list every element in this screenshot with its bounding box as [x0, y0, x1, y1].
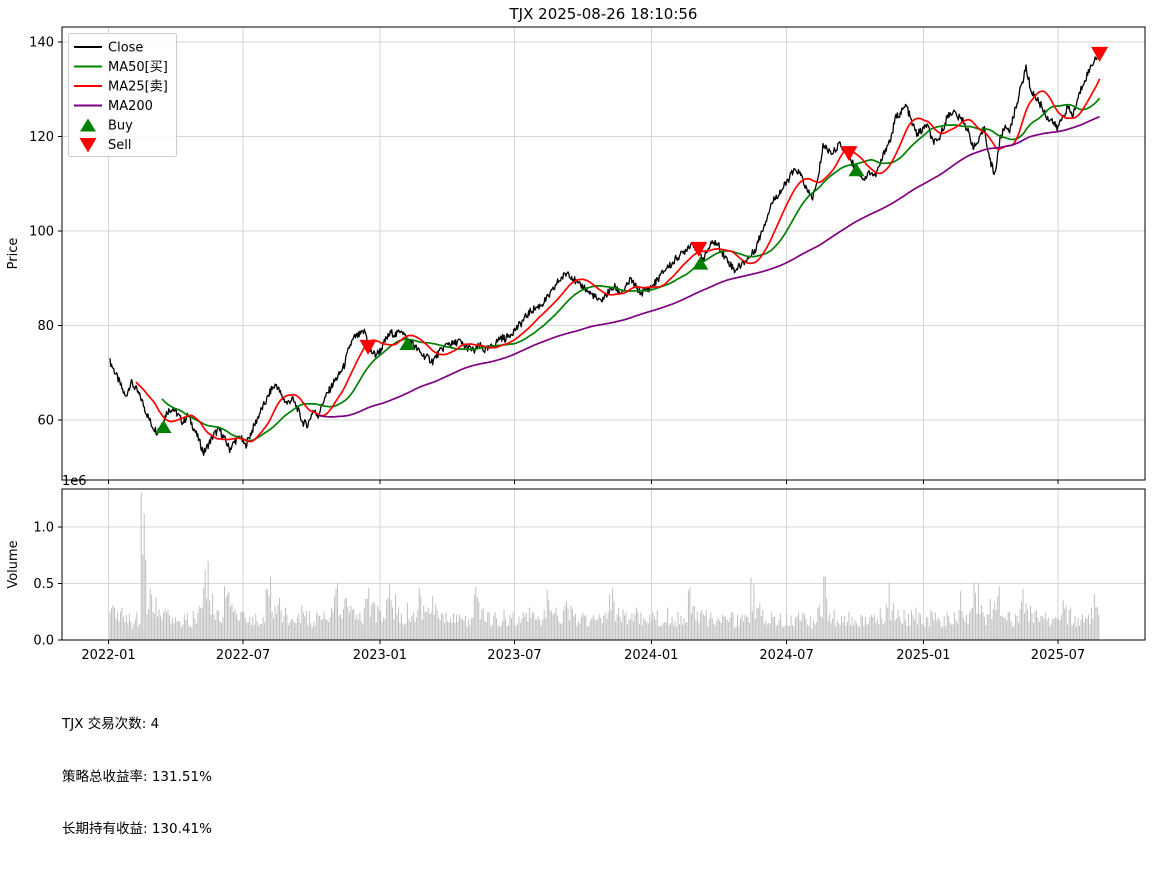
price-tick-label: 100	[29, 225, 54, 240]
legend: Close MA50[买] MA25[卖] MA200 Buy Sell	[68, 33, 177, 157]
x-tick-label: 2025-01	[896, 648, 950, 663]
x-tick-label: 2022-07	[216, 648, 270, 663]
x-tick-label: 2024-07	[759, 648, 813, 663]
legend-label: Sell	[108, 138, 131, 153]
legend-label: MA25[卖]	[108, 80, 168, 95]
price-tick-label: 140	[29, 36, 54, 51]
legend-buy-icon	[80, 118, 96, 132]
price-tick-label: 60	[37, 414, 54, 429]
sell-marker-icon	[690, 241, 708, 257]
gridlines	[62, 27, 1145, 641]
buy-marker-icon	[692, 256, 709, 270]
stats-buyhold-return: 长期持有收益: 130.41%	[62, 821, 212, 837]
x-tick-label: 2025-07	[1031, 648, 1085, 663]
sell-marker-icon	[1091, 46, 1109, 62]
price-axis-label: Price	[6, 238, 21, 270]
legend-label: MA200	[108, 99, 153, 114]
legend-label: MA50[买]	[108, 60, 168, 75]
x-tick-label: 2023-07	[487, 648, 541, 663]
sell-marker-icon	[359, 339, 377, 355]
sell-marker-icon	[840, 146, 858, 162]
stats-trades-count: TJX 交易次数: 4	[62, 716, 160, 732]
price-volume-chart: 60 80 100 120 140 0.0 0.5 1.0 2022-01 2022-07 2023…	[6, 5, 1146, 664]
ma50-line	[161, 97, 1101, 442]
chart-title: TJX 2025-08-26 18:10:56	[509, 5, 698, 23]
volume-axis-label: Volume	[6, 540, 21, 588]
legend-sell-icon	[79, 138, 97, 153]
volume-offset-label: 1e6	[62, 474, 87, 489]
stats-strategy-return: 策略总收益率: 131.51%	[62, 768, 212, 785]
x-tick-label: 2022-01	[81, 648, 135, 663]
volume-tick-label: 0.5	[33, 577, 54, 592]
volume-tick-label: 1.0	[33, 521, 54, 536]
close-line	[109, 52, 1101, 456]
ma25-line	[135, 78, 1101, 443]
trade-markers	[155, 46, 1109, 434]
buy-marker-icon	[155, 420, 172, 434]
ma200-line	[318, 115, 1100, 418]
tick-labels: 60 80 100 120 140 0.0 0.5 1.0 2022-01 2022-07 2023…	[29, 36, 1085, 664]
buy-marker-icon	[848, 163, 865, 177]
legend-label: Buy	[108, 119, 133, 134]
buy-marker-icon	[399, 337, 416, 351]
axes-spines	[58, 26, 1146, 644]
price-tick-label: 120	[29, 130, 54, 145]
x-tick-label: 2024-01	[624, 648, 678, 663]
legend-label: Close	[108, 41, 143, 56]
x-tick-label: 2023-01	[353, 648, 407, 663]
stats-block: TJX 交易次数: 4 策略总收益率: 131.51% 长期持有收益: 130.…	[62, 681, 495, 872]
volume-tick-label: 0.0	[33, 634, 54, 649]
volume-bars	[109, 492, 1100, 640]
price-tick-label: 80	[37, 319, 54, 334]
